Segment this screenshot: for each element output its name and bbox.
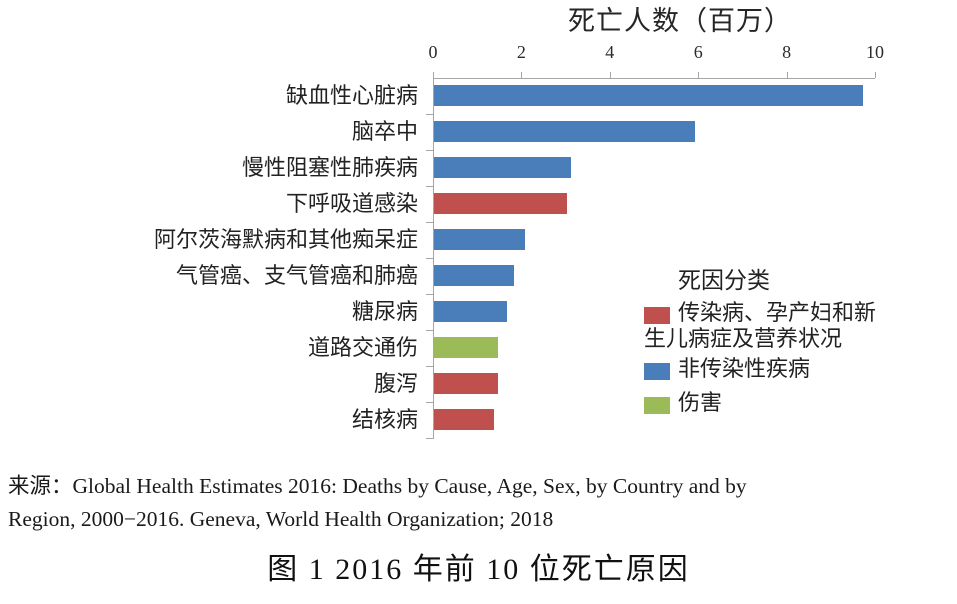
legend-label-line-2: 生儿病症及营养状况 [644, 326, 843, 351]
bar-row [426, 222, 875, 259]
chart-title: 死亡人数（百万） [568, 6, 792, 36]
y-tick-mark [426, 114, 433, 115]
top-tick-mark [875, 72, 876, 78]
top-tick-mark [786, 72, 788, 78]
legend-label-line-1: 传染病、孕产妇和新 [678, 300, 877, 325]
bar-row [426, 150, 875, 187]
bar [434, 229, 525, 250]
bar [434, 373, 499, 394]
top-axis-line [433, 78, 875, 79]
x-axis-tick-labels: 0 2 4 6 8 10 [0, 42, 957, 64]
y-tick-mark [426, 222, 433, 223]
bar [434, 301, 507, 322]
bar-row [426, 294, 875, 331]
bar-row [426, 366, 875, 403]
bar [434, 157, 572, 178]
category-label: 下呼吸道感染 [285, 190, 418, 216]
top-tick-mark [698, 72, 700, 78]
x-tick-label-6: 6 [693, 42, 703, 62]
legend-item[interactable]: 非传染性疾病 [644, 356, 954, 386]
bar-row [426, 78, 875, 115]
y-axis-line [433, 78, 434, 439]
figure-caption: 图 1 2016 年前 10 位死亡原因 [267, 553, 690, 586]
legend-swatch-icon [644, 363, 670, 380]
category-label: 腹泻 [373, 370, 418, 396]
y-tick-mark [426, 330, 433, 331]
y-tick-mark [426, 186, 433, 187]
bar [434, 121, 695, 142]
legend-label-line-1: 非传染性疾病 [678, 356, 811, 381]
bar-row [426, 114, 875, 151]
y-axis-category-labels: 缺血性心脏病脑卒中慢性阻塞性肺疾病下呼吸道感染阿尔茨海默病和其他痴呆症气管癌、支… [0, 78, 426, 438]
legend-label-line-1: 伤害 [678, 390, 723, 415]
x-tick-label-2: 2 [516, 42, 526, 62]
x-tick-label-8: 8 [782, 42, 792, 62]
y-tick-mark [426, 150, 433, 151]
category-label: 慢性阻塞性肺疾病 [241, 154, 418, 180]
legend-swatch-icon [644, 397, 670, 414]
x-tick-label-4: 4 [605, 42, 615, 62]
top-tick-mark [433, 72, 434, 78]
legend-title: 死因分类 [678, 268, 770, 293]
category-label: 道路交通伤 [307, 334, 418, 360]
legend: 死因分类 传染病、孕产妇和新 生儿病症及营养状况 非传染性疾病 伤害 [644, 266, 954, 420]
legend-label: 传染病、孕产妇和新 生儿病症及营养状况 [644, 300, 954, 352]
x-tick-label-0: 0 [428, 42, 438, 62]
bar [434, 193, 567, 214]
bar [434, 409, 494, 430]
y-tick-mark [426, 438, 433, 439]
plot-area [426, 72, 876, 439]
bar-row [426, 258, 875, 295]
category-label: 脑卒中 [351, 118, 418, 144]
bar-row [426, 186, 875, 223]
y-tick-mark [426, 294, 433, 295]
category-label: 缺血性心脏病 [285, 82, 418, 108]
legend-swatch-icon [644, 307, 670, 324]
legend-items: 传染病、孕产妇和新 生儿病症及营养状况 非传染性疾病 伤害 [644, 300, 954, 420]
source-line-1: 来源：Global Health Estimates 2016: Deaths … [8, 474, 747, 498]
legend-label: 非传染性疾病 [678, 356, 810, 381]
category-label: 气管癌、支气管癌和肺癌 [175, 262, 418, 288]
top-tick-mark [609, 72, 611, 78]
category-label: 结核病 [351, 406, 418, 432]
bar [434, 265, 514, 286]
x-tick-label-10: 10 [866, 42, 884, 62]
source-note: 来源：Global Health Estimates 2016: Deaths … [8, 470, 953, 536]
y-tick-mark [426, 402, 433, 403]
bar-row [426, 330, 875, 367]
legend-label: 伤害 [678, 390, 722, 415]
legend-item[interactable]: 伤害 [644, 390, 954, 420]
category-label: 阿尔茨海默病和其他痴呆症 [153, 226, 418, 252]
top-tick-mark [521, 72, 523, 78]
legend-item[interactable]: 传染病、孕产妇和新 生儿病症及营养状况 [644, 300, 954, 352]
bar [434, 337, 499, 358]
category-label: 糖尿病 [351, 298, 418, 324]
y-tick-mark [426, 258, 433, 259]
source-line-2: Region, 2000−2016. Geneva, World Health … [8, 507, 554, 531]
bar [434, 85, 863, 106]
bar-row [426, 402, 875, 439]
y-tick-mark [426, 366, 433, 367]
